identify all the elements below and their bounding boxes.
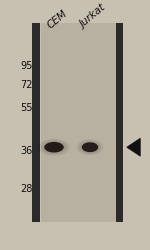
Ellipse shape	[38, 139, 70, 156]
FancyBboxPatch shape	[32, 23, 40, 222]
Polygon shape	[127, 138, 140, 156]
Ellipse shape	[44, 142, 64, 152]
Text: 95: 95	[21, 61, 33, 71]
FancyBboxPatch shape	[116, 23, 123, 222]
Text: 72: 72	[21, 80, 33, 90]
FancyBboxPatch shape	[40, 23, 116, 222]
Text: CEM: CEM	[45, 8, 69, 30]
Ellipse shape	[82, 142, 98, 152]
Text: 55: 55	[21, 103, 33, 113]
Text: 36: 36	[21, 146, 33, 156]
Text: 28: 28	[21, 184, 33, 194]
Ellipse shape	[41, 140, 67, 154]
Ellipse shape	[79, 141, 101, 154]
Text: Jurkat: Jurkat	[78, 3, 108, 30]
Ellipse shape	[77, 139, 103, 155]
